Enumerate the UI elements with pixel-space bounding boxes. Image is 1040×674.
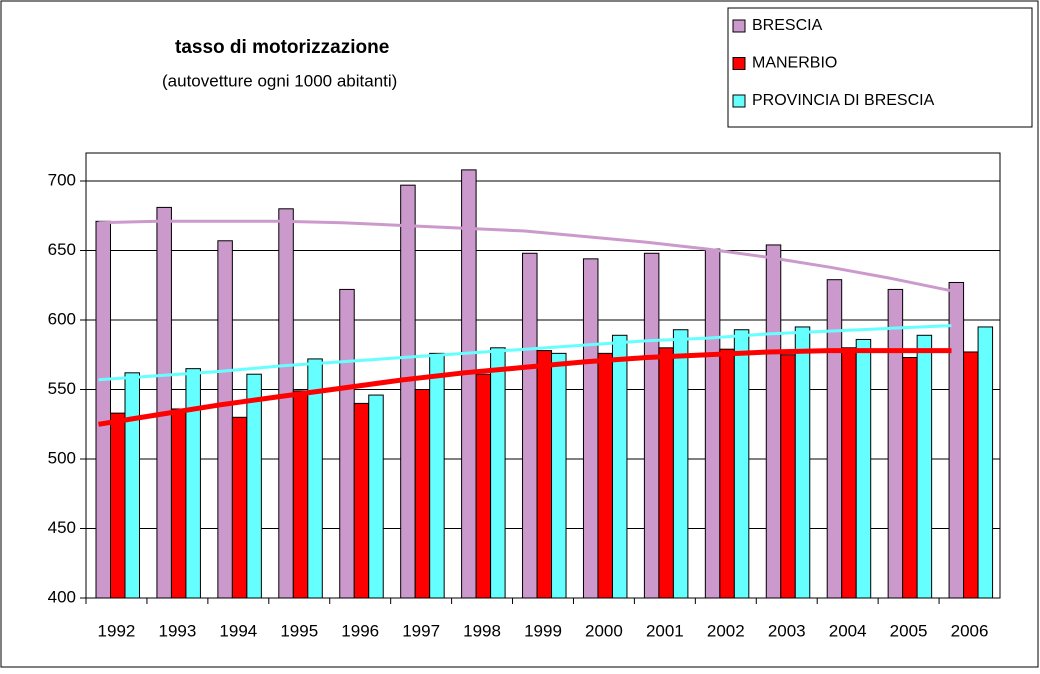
x-tick-label: 2004: [829, 621, 867, 640]
bar: [490, 347, 506, 599]
x-tick-label: 1998: [463, 621, 501, 640]
bar: [185, 368, 201, 599]
legend-box: [727, 7, 1033, 128]
y-tick-label: 450: [48, 518, 76, 537]
bar: [794, 326, 811, 599]
legend-label: MANERBIO: [752, 55, 837, 72]
bar: [231, 416, 248, 599]
bar: [368, 394, 384, 599]
bar: [246, 373, 262, 599]
bar: [400, 184, 416, 599]
bar: [429, 352, 445, 599]
bar: [826, 279, 843, 599]
x-tick-label: 2003: [768, 621, 806, 640]
chart-subtitle: (autovetture ogni 1000 abitanti): [162, 71, 397, 90]
x-tick-label: 1996: [341, 621, 379, 640]
bar: [522, 252, 538, 599]
bar: [551, 352, 567, 599]
bar: [963, 351, 979, 599]
x-tick-label: 1994: [219, 621, 257, 640]
y-tick-label: 400: [48, 587, 76, 606]
x-tick-label: 1997: [402, 621, 440, 640]
bar: [948, 281, 965, 599]
bar: [339, 288, 355, 599]
x-tick-label: 2005: [890, 621, 928, 640]
legend-label: BRESCIA: [752, 17, 823, 34]
bar: [672, 329, 689, 599]
bar: [278, 208, 294, 599]
bar: [536, 350, 553, 599]
legend-label: PROVINCIA DI BRESCIA: [752, 92, 935, 109]
x-tick-label: 1999: [524, 621, 562, 640]
bar: [170, 408, 187, 599]
chart-title: tasso di motorizzazione: [175, 37, 389, 58]
bar: [611, 334, 628, 599]
bar: [887, 288, 904, 599]
bar: [475, 373, 492, 599]
marks: [95, 169, 994, 599]
trend-line: [98, 324, 952, 382]
bar: [461, 169, 477, 599]
plot-border: [85, 152, 1001, 599]
y-tick-label: 600: [48, 309, 76, 328]
y-tick-label: 550: [48, 379, 76, 398]
bar: [353, 402, 370, 599]
y-tick-label: 700: [48, 170, 76, 189]
x-tick-label: 2006: [951, 621, 989, 640]
bar: [855, 338, 872, 599]
x-tick-label: 2001: [646, 621, 684, 640]
bar: [841, 347, 857, 599]
bar: [902, 357, 918, 599]
legend-swatch: [732, 19, 746, 33]
legend-swatch: [732, 94, 746, 108]
trend-line: [98, 219, 952, 293]
bar: [658, 347, 674, 599]
y-tick-label: 650: [48, 240, 76, 259]
bar: [704, 248, 721, 599]
bar: [597, 352, 613, 599]
bar: [733, 329, 750, 599]
bar: [765, 244, 782, 599]
bar: [414, 389, 431, 599]
x-tick-label: 1995: [280, 621, 318, 640]
y-tick-label: 500: [48, 448, 76, 467]
x-tick-label: 1993: [158, 621, 196, 640]
trend-line: [98, 348, 952, 427]
bar: [643, 252, 660, 599]
bar: [582, 258, 599, 599]
bar: [124, 372, 140, 599]
bar: [780, 354, 796, 599]
bar: [110, 412, 126, 599]
bar: [292, 390, 309, 599]
legend-swatch: [732, 57, 746, 70]
bar: [217, 240, 233, 599]
bar: [977, 326, 994, 599]
x-tick-label: 1992: [98, 621, 136, 640]
x-tick-label: 2002: [707, 621, 745, 640]
x-tick-label: 2000: [585, 621, 623, 640]
bar: [156, 206, 172, 599]
bar: [719, 348, 735, 599]
bar: [95, 220, 111, 599]
bar: [916, 334, 933, 599]
